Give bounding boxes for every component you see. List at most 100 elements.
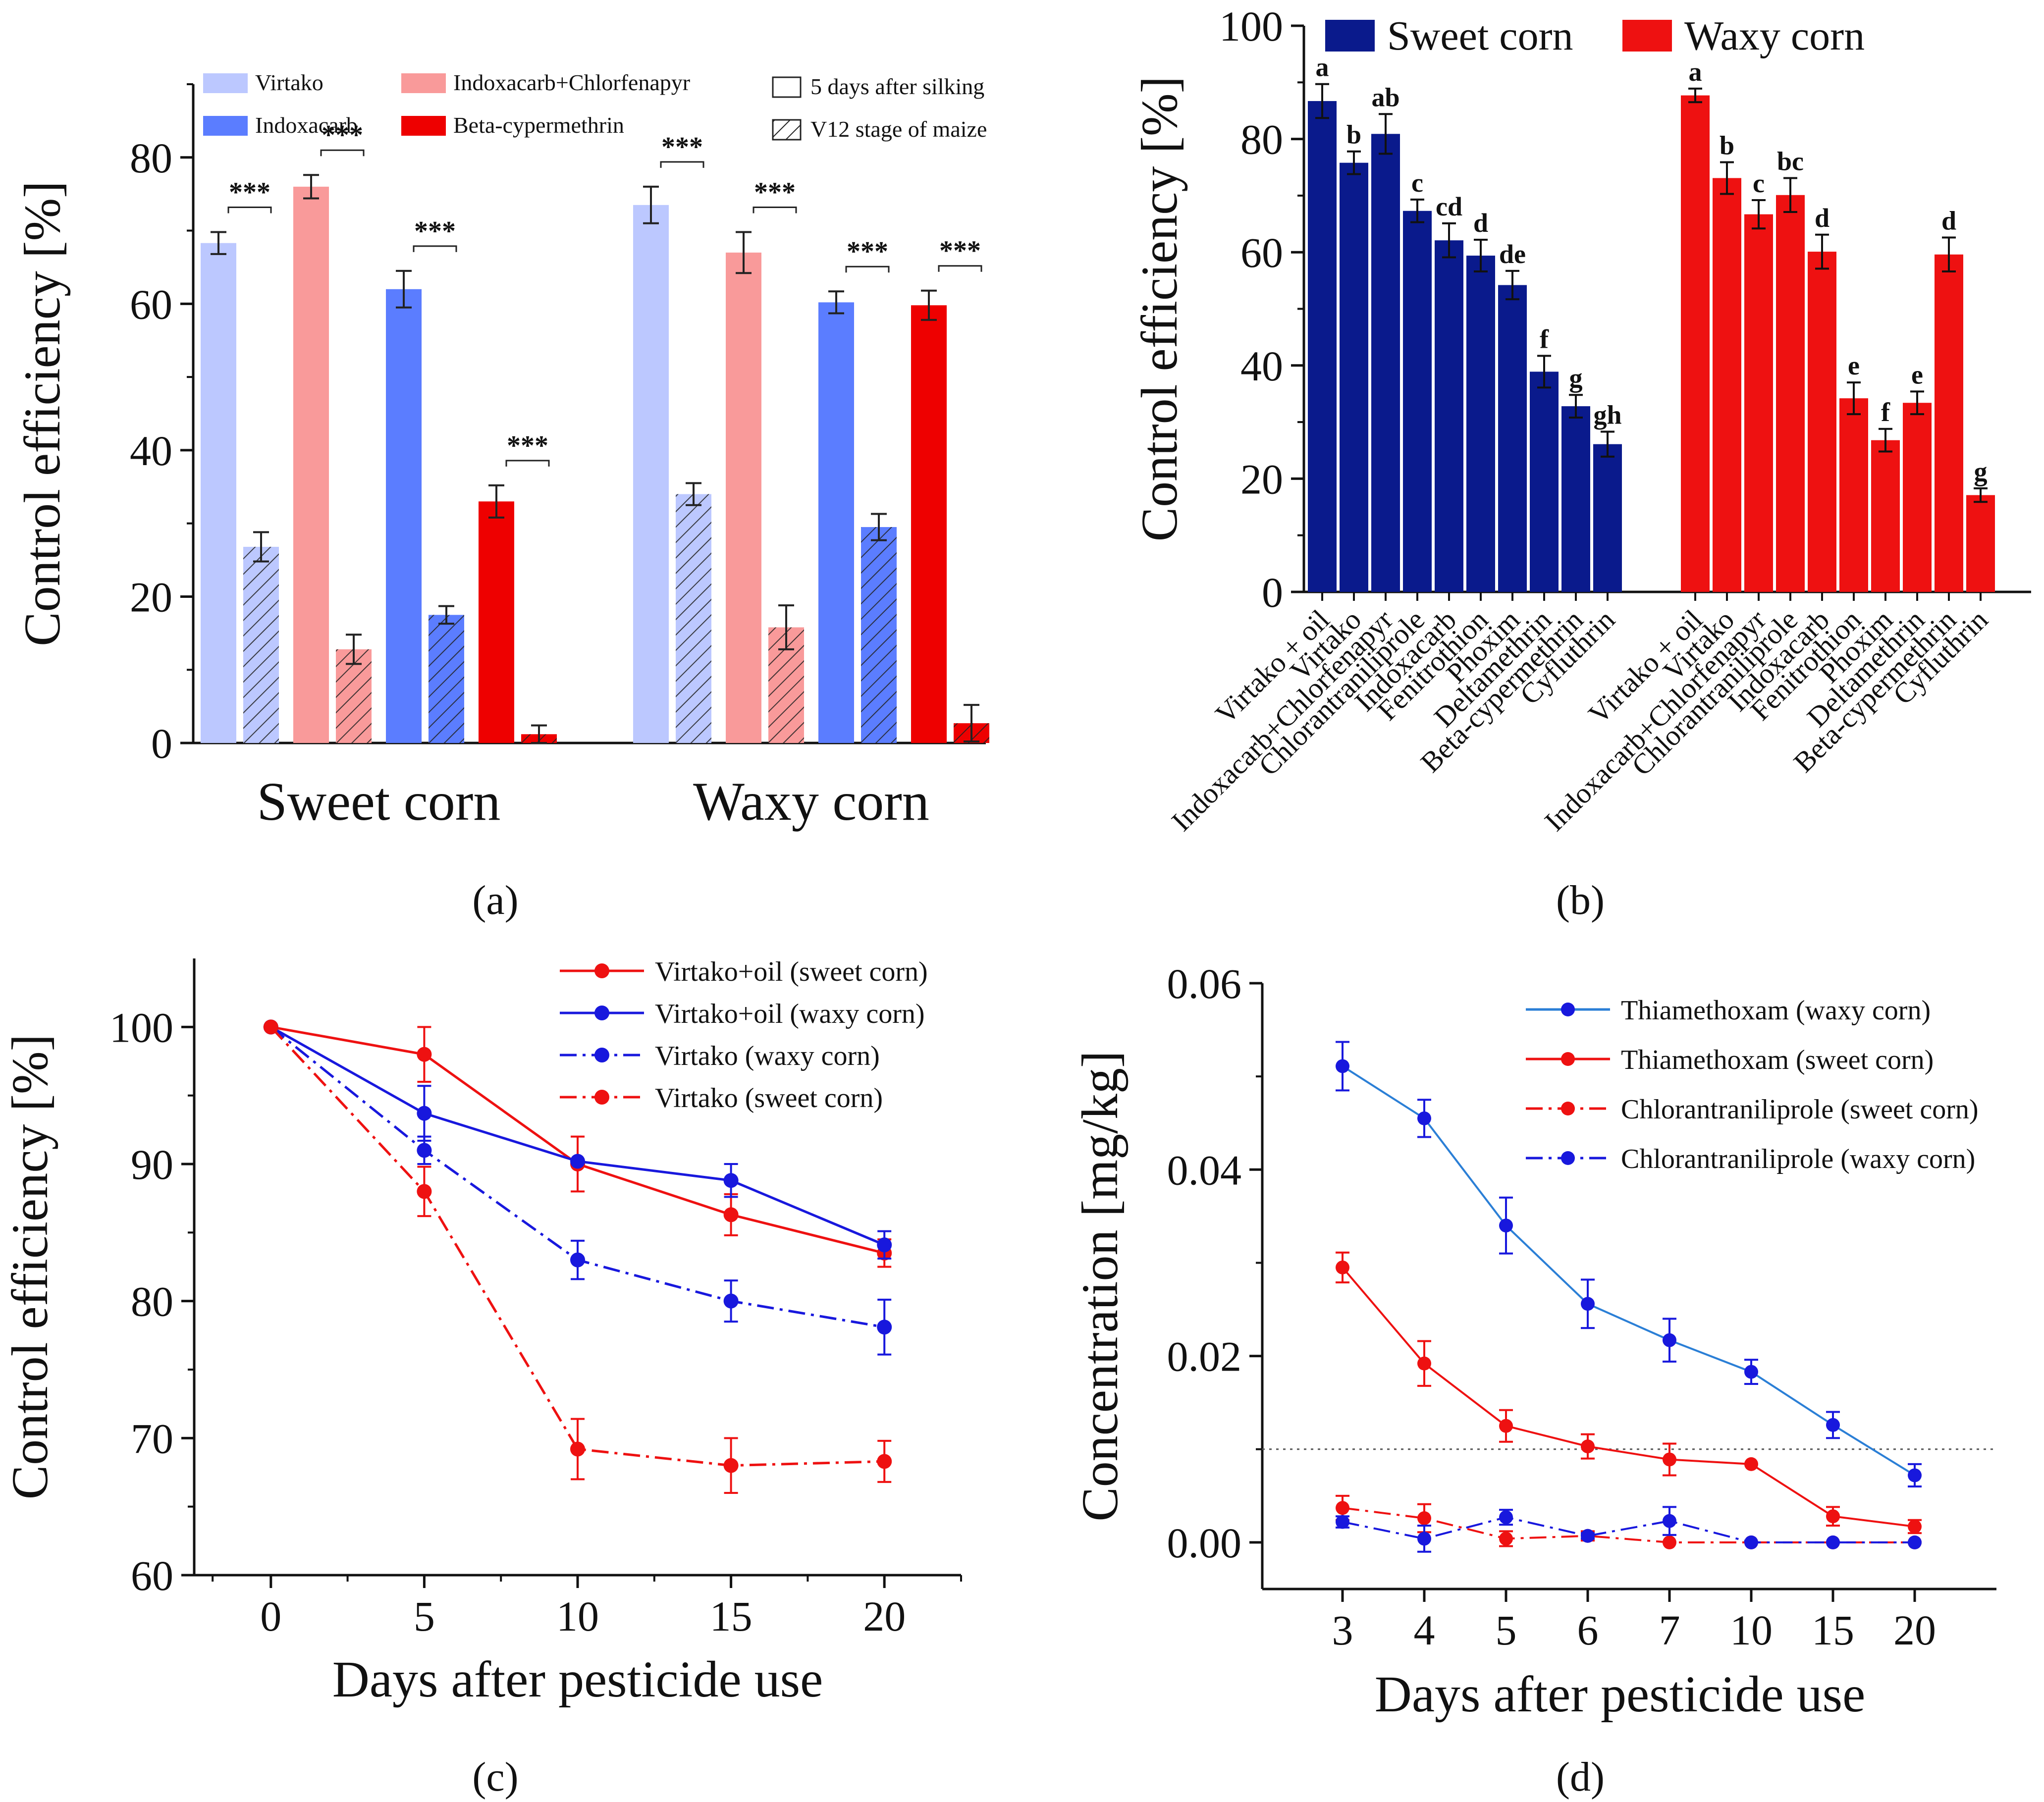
bar: [1340, 162, 1368, 592]
bar-silking: [386, 289, 422, 743]
data-point: [1744, 1365, 1758, 1379]
data-point: [1908, 1519, 1922, 1534]
series-line: [1342, 1267, 1915, 1528]
bar: [1935, 254, 1963, 592]
data-point: [1826, 1535, 1840, 1549]
data-point: [1663, 1535, 1676, 1549]
y-axis-title: Control efficiency [%]: [1131, 76, 1188, 542]
legend-label: V12 stage of maize: [810, 116, 987, 142]
panel-label: (b): [1556, 877, 1605, 923]
data-point: [1336, 1059, 1349, 1073]
significance-label: ***: [229, 177, 270, 208]
significance-letter: e: [1848, 351, 1860, 380]
legend-label: Waxy corn: [1684, 13, 1865, 59]
x-tick-label: 5: [414, 1592, 435, 1640]
y-tick-label: 60: [130, 280, 172, 328]
bar: [1839, 398, 1868, 592]
significance-letter: bc: [1777, 146, 1804, 176]
legend-label: Virtako: [255, 70, 323, 95]
data-point: [1336, 1501, 1349, 1515]
x-tick-label: 10: [1730, 1606, 1773, 1654]
y-tick-label: 20: [1240, 455, 1283, 503]
bar: [1435, 240, 1463, 592]
data-point: [1744, 1535, 1758, 1549]
significance-letter: a: [1316, 53, 1329, 82]
legend-label: Thiamethoxam (sweet corn): [1621, 1045, 1934, 1075]
legend-swatch: [1325, 20, 1375, 52]
y-tick-label: 100: [1219, 2, 1283, 50]
legend-label: Virtako+oil (sweet corn): [655, 956, 928, 987]
legend-swatch: [203, 73, 248, 93]
data-point: [1663, 1514, 1676, 1528]
y-tick-label: 0: [151, 720, 172, 767]
significance-letter: c: [1411, 168, 1423, 198]
group-label: Waxy corn: [693, 771, 929, 832]
x-axis-title: Days after pesticide use: [1375, 1666, 1866, 1723]
x-tick-label: 15: [1812, 1606, 1854, 1654]
significance-bracket: [227, 207, 272, 213]
data-point: [1908, 1468, 1922, 1483]
data-point: [1336, 1260, 1349, 1274]
bar: [1308, 101, 1337, 592]
significance-bracket: [845, 265, 890, 273]
y-tick-label: 40: [1240, 342, 1283, 390]
bar-silking: [201, 243, 236, 743]
legend-swatch: [401, 73, 446, 93]
y-tick-label: 0.06: [1167, 960, 1242, 1007]
bar: [1776, 195, 1805, 592]
significance-letter: c: [1753, 168, 1765, 198]
x-axis-title: Days after pesticide use: [332, 1651, 823, 1708]
significance-letter: b: [1346, 120, 1361, 150]
significance-letter: a: [1689, 57, 1702, 87]
x-tick-label: 20: [1893, 1606, 1936, 1654]
significance-letter: f: [1881, 397, 1890, 427]
data-point: [1499, 1532, 1513, 1546]
data-point: [723, 1458, 739, 1473]
y-tick-label: 80: [130, 134, 172, 182]
significance-label: ***: [507, 430, 548, 461]
bar: [1744, 214, 1773, 592]
data-point: [877, 1320, 892, 1335]
legend-marker: [594, 1090, 609, 1105]
bar-silking: [911, 305, 947, 743]
data-point: [1663, 1333, 1676, 1347]
data-point: [877, 1454, 892, 1469]
data-point: [417, 1106, 432, 1121]
bar-silking: [818, 302, 854, 743]
series-line: [1342, 1516, 1915, 1543]
significance-letter: cd: [1436, 192, 1462, 221]
significance-label: ***: [754, 177, 796, 208]
significance-label: ***: [661, 132, 703, 162]
y-tick-label: 90: [131, 1141, 173, 1188]
data-point: [1417, 1511, 1431, 1526]
y-axis-title: Control efficiency [%]: [14, 181, 71, 646]
y-tick-label: 0.02: [1167, 1333, 1242, 1380]
legend-marker: [594, 1006, 609, 1020]
panel-label: (d): [1556, 1754, 1605, 1800]
legend-marker: [594, 963, 609, 978]
panel-c-line-chart: 60 70 80 90 100 0 5 10 15 20 Days after pesticide …: [1, 956, 962, 1800]
y-tick-label: 0: [1262, 569, 1283, 616]
significance-letter: d: [1941, 206, 1956, 235]
legend-label: Chlorantraniliprole (waxy corn): [1621, 1144, 1975, 1174]
significance-letter: d: [1815, 203, 1829, 233]
bar-v12-hatch: [429, 615, 464, 743]
significance-bracket: [505, 460, 550, 467]
bar: [1903, 403, 1932, 592]
legend-label: Beta-cypermethrin: [453, 112, 624, 138]
bar: [1466, 256, 1495, 592]
x-tick-label: 3: [1332, 1606, 1353, 1654]
significance-letter: b: [1720, 130, 1734, 160]
legend-label: Virtako (sweet corn): [655, 1083, 883, 1113]
legend-label: Indoxacarb+Chlorfenapyr: [453, 70, 690, 95]
y-tick-label: 80: [1240, 116, 1283, 163]
bar-v12-hatch: [861, 527, 897, 743]
bar: [1808, 252, 1836, 592]
data-point: [1581, 1529, 1595, 1543]
data-point: [1581, 1297, 1595, 1311]
bar: [1561, 406, 1590, 592]
legend-swatch-open: [772, 76, 802, 98]
bar-silking: [726, 252, 761, 743]
bar: [1530, 371, 1559, 592]
